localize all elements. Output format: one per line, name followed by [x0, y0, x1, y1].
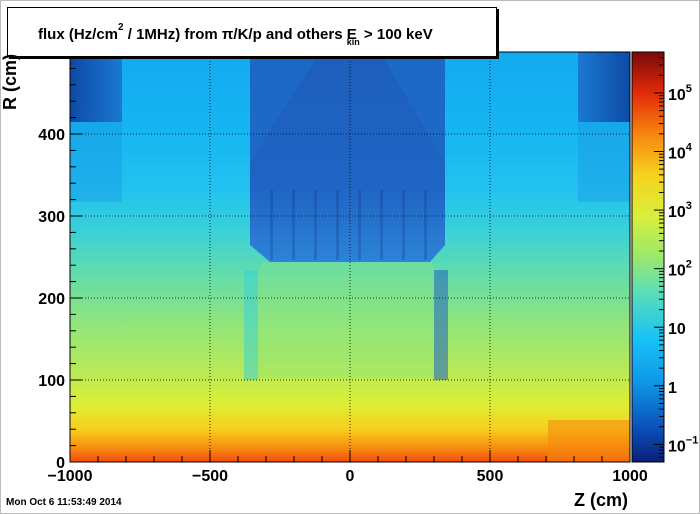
heatmap-field: [70, 52, 630, 462]
x-axis-title: Z (cm): [574, 490, 628, 510]
endcap-corner-left: [70, 52, 122, 122]
cone-edge-right: [250, 52, 445, 162]
colorbar-axis: 10−1 1 10 102 103 104 105: [654, 51, 698, 463]
y-tick-label: 100: [38, 373, 65, 390]
y-tick-label: 0: [56, 455, 65, 472]
x-tick-label: 500: [477, 468, 504, 485]
colorbar-tick-label: 103: [668, 200, 692, 221]
colorbar-tick-label: 1: [668, 380, 677, 397]
y-axis: 0100200300400500: [38, 45, 82, 472]
endcap-corner-right: [578, 52, 630, 122]
x-tick-label: −500: [192, 468, 228, 485]
endcap-fade-left: [70, 122, 122, 202]
right-column: [434, 270, 448, 380]
x-tick-label: 0: [346, 468, 355, 485]
chart-title: flux (Hz/cm2 / 1MHz) from π/K/p and othe…: [7, 7, 497, 57]
y-tick-label: 200: [38, 291, 65, 308]
grid: [70, 52, 630, 462]
colorbar-tick-label: 10−1: [668, 434, 698, 455]
chart-title-text: flux (Hz/cm2 / 1MHz) from π/K/p and othe…: [38, 22, 433, 47]
colorbar-tick-label: 102: [668, 259, 692, 280]
cone-edge-left: [250, 52, 320, 162]
colorbar-tick-label: 10: [668, 321, 686, 338]
colorbar: [631, 51, 665, 463]
inner-band: [252, 262, 445, 378]
endcap-fade-right: [578, 122, 630, 202]
y-tick-label: 300: [38, 209, 65, 226]
x-tick-label: 1000: [612, 468, 648, 485]
central-low-flux-region: [250, 52, 445, 262]
cone-stripes: [270, 190, 427, 260]
y-tick-label: 400: [38, 127, 65, 144]
timestamp: Mon Oct 6 11:53:49 2014: [6, 497, 122, 508]
forward-hot-region: [548, 420, 630, 462]
y-axis-title: R (cm): [0, 53, 20, 110]
x-axis: −1000 −500 0 500 1000: [48, 450, 648, 485]
colorbar-tick-label: 104: [668, 142, 693, 163]
colorbar-tick-label: 105: [668, 83, 692, 104]
x-tick-label: −1000: [48, 468, 93, 485]
left-column: [244, 270, 258, 380]
